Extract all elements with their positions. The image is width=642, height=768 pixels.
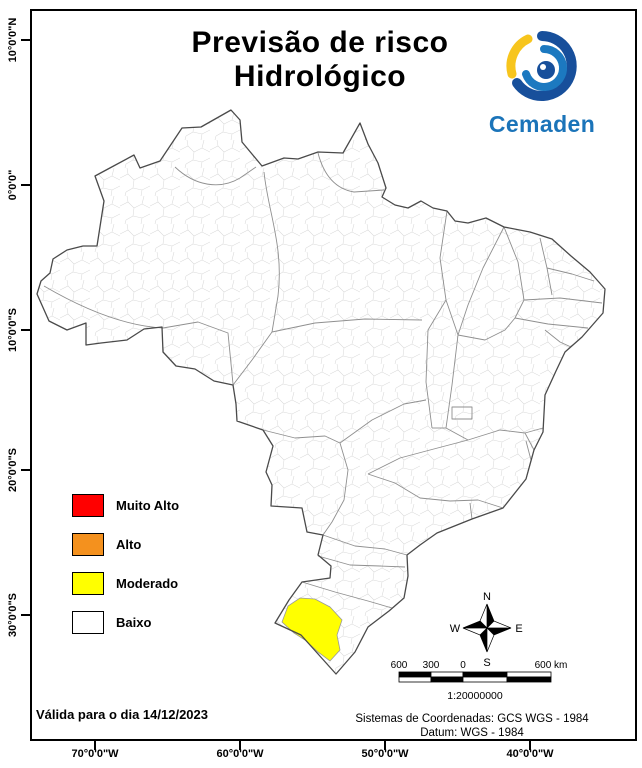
axis-tick [384, 741, 386, 750]
scale-label-300: 300 [423, 660, 440, 671]
validity-date: Válida para o dia 14/12/2023 [36, 707, 208, 722]
scale-label-600-left: 600 [391, 660, 408, 671]
page-title-line2: Hidrológico [233, 59, 407, 93]
legend-label-moderado: Moderado [116, 576, 179, 591]
lat-label-20s: 20°0'0"S [7, 447, 19, 493]
scale-bar: 600 300 0 600 km 1:20000000 [391, 660, 568, 702]
cemaden-eye-icon [506, 31, 577, 101]
scale-label-600-right: 600 km [535, 660, 568, 671]
scale-ratio: 1:20000000 [447, 690, 503, 702]
axis-tick [239, 741, 241, 750]
compass-south-label: S [483, 657, 490, 669]
page-title: Previsão de risco Hidrológico [80, 26, 560, 94]
coordinate-system-note: Sistemas de Coordenadas: GCS WGS - 1984 … [322, 712, 622, 741]
axis-tick [21, 39, 31, 41]
axis-tick [21, 469, 31, 471]
legend-label-alto: Alto [116, 537, 142, 552]
state-boundaries [43, 152, 603, 609]
risk-legend: Muito Alto Alto Moderado Baixo [72, 494, 179, 650]
scale-label-0: 0 [460, 660, 466, 671]
compass-north-label: N [483, 591, 491, 603]
legend-item-baixo: Baixo [72, 611, 179, 634]
cemaden-logo: Cemaden [472, 28, 612, 138]
lon-label-60w: 60°0'0"W [216, 748, 264, 760]
legend-swatch-baixo [72, 611, 104, 634]
legend-label-muito-alto: Muito Alto [116, 498, 180, 513]
datum-line: Datum: WGS - 1984 [420, 727, 524, 740]
lon-label-50w: 50°0'0"W [361, 748, 409, 760]
lat-label-10n: 10°0'0"N [7, 17, 19, 63]
map-frame [30, 9, 637, 741]
compass-west-label: W [450, 623, 461, 635]
lat-label-10s: 10°0'0"S [7, 307, 19, 353]
axis-tick [94, 741, 96, 750]
legend-swatch-alto [72, 533, 104, 556]
lon-label-40w: 40°0'0"W [506, 748, 554, 760]
compass-east-label: E [515, 623, 522, 635]
compass-rose: N S W E [450, 591, 523, 669]
axis-tick [21, 614, 31, 616]
lat-label-30s: 30°0'0"S [7, 592, 19, 638]
distrito-federal-outline [451, 406, 473, 420]
cemaden-logo-text: Cemaden [488, 111, 596, 137]
lat-label-0: 0°0'0" [7, 169, 19, 201]
legend-label-baixo: Baixo [116, 615, 152, 630]
axis-tick [529, 741, 531, 750]
legend-swatch-muito-alto [72, 494, 104, 517]
legend-item-moderado: Moderado [72, 572, 179, 595]
legend-item-alto: Alto [72, 533, 179, 556]
lon-label-70w: 70°0'0"W [71, 748, 119, 760]
legend-item-muito-alto: Muito Alto [72, 494, 179, 517]
coordinate-system-line: Sistemas de Coordenadas: GCS WGS - 1984 [355, 713, 589, 725]
axis-tick [21, 184, 31, 186]
axis-tick [21, 329, 31, 331]
page-title-line1: Previsão de risco [191, 26, 449, 59]
legend-swatch-moderado [72, 572, 104, 595]
